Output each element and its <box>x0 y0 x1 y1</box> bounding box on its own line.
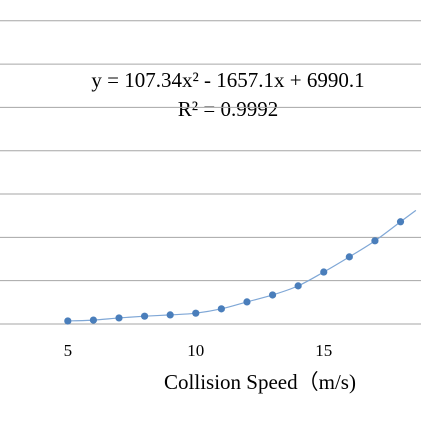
data-point <box>192 309 200 317</box>
data-point <box>64 317 72 325</box>
x-tick-label: 10 <box>187 341 204 360</box>
data-point <box>217 305 225 313</box>
data-point <box>89 316 98 324</box>
r-squared: R² = 0.9992 <box>178 97 278 121</box>
x-tick-label: 15 <box>315 341 332 360</box>
data-point <box>268 291 277 299</box>
trendline <box>67 209 417 322</box>
data-point <box>140 312 149 320</box>
data-point <box>166 311 174 319</box>
data-point <box>371 237 379 245</box>
data-point <box>243 298 251 306</box>
x-axis-title: Collision Speed（m/s) <box>164 370 356 394</box>
data-point <box>294 282 302 290</box>
data-point <box>115 314 123 322</box>
data-point <box>320 268 328 276</box>
trend-equation: y = 107.34x² - 1657.1x + 6990.1 <box>91 68 364 92</box>
data-point <box>345 253 353 261</box>
x-tick-label: 5 <box>64 341 73 360</box>
data-point <box>396 218 405 226</box>
